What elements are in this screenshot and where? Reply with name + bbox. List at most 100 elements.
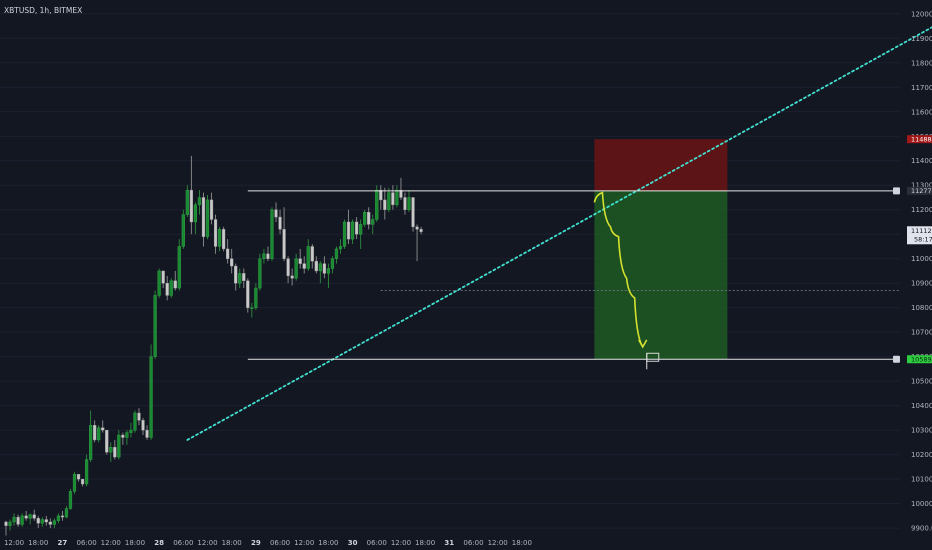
- stop-loss-zone[interactable]: [594, 139, 728, 191]
- bear-candle: [101, 427, 105, 431]
- x-tick-label: 06:00: [463, 539, 483, 547]
- resistance-price-tag-text: 11277.0: [911, 187, 932, 195]
- y-tick-label: 10100.0: [911, 476, 932, 484]
- bear-candle: [242, 273, 246, 281]
- bull-candle: [238, 273, 242, 284]
- bear-candle: [173, 280, 177, 289]
- y-tick-label: 10200.0: [911, 451, 932, 459]
- price-axis[interactable]: 9900.0 10000.0 10100.0 10200.0 10300.0 10400.…: [907, 10, 932, 533]
- y-tick-label: 11900.0: [911, 35, 932, 43]
- bull-candle: [133, 412, 137, 431]
- y-tick-label: 9900.0: [911, 525, 932, 533]
- support-line-handle[interactable]: [893, 355, 900, 363]
- bull-candle: [363, 211, 367, 225]
- bull-candle: [193, 204, 198, 223]
- bear-candle: [246, 280, 250, 308]
- bear-candle: [310, 246, 314, 262]
- x-tick-label: 06:00: [173, 539, 193, 547]
- y-tick-label: 11300.0: [911, 182, 932, 190]
- bear-candle: [391, 192, 395, 206]
- bear-candle: [145, 429, 149, 438]
- bear-candle: [230, 258, 234, 267]
- ascending-trendline[interactable]: [186, 9, 932, 441]
- drawing-lines[interactable]: [186, 9, 932, 441]
- bear-candle: [36, 518, 40, 524]
- bull-candle: [153, 295, 157, 357]
- resistance-line-handle[interactable]: [893, 187, 900, 195]
- projection-arrowhead: [638, 339, 648, 349]
- target-price-tag[interactable]: [907, 355, 932, 364]
- bear-candle: [80, 478, 85, 485]
- x-tick-label: 06:00: [77, 539, 97, 547]
- y-tick-label: 10500.0: [911, 378, 932, 386]
- bull-candle: [52, 520, 56, 525]
- take-profit-zone[interactable]: [594, 190, 728, 360]
- bear-candle: [48, 521, 52, 525]
- bear-candle: [137, 412, 141, 421]
- bull-candle: [89, 425, 93, 460]
- bear-candle: [105, 429, 109, 453]
- y-tick-label: 11400.0: [911, 157, 932, 165]
- countdown-text: 58:17: [914, 235, 932, 243]
- bear-candle: [32, 514, 36, 519]
- bull-candle: [326, 268, 330, 274]
- bull-candle: [318, 263, 322, 272]
- bear-candle: [278, 216, 282, 230]
- x-tick-label: 18:00: [415, 539, 435, 547]
- bear-candle: [226, 248, 230, 259]
- projection-curve: [593, 191, 644, 348]
- bear-candle: [213, 219, 218, 247]
- bull-candle: [72, 474, 77, 492]
- bull-candle: [258, 258, 262, 289]
- bear-candle: [222, 229, 226, 250]
- x-tick-label: 18:00: [512, 539, 532, 547]
- bull-candle: [149, 356, 153, 438]
- x-tick-label: 12:00: [101, 539, 121, 547]
- bear-candle: [314, 260, 318, 272]
- x-tick-label: 28: [154, 539, 164, 547]
- last-price-tag[interactable]: [907, 226, 932, 245]
- bear-candle: [383, 199, 387, 210]
- y-tick-label: 10900.0: [911, 280, 932, 288]
- bear-candle: [121, 434, 125, 438]
- bear-candle: [189, 189, 193, 223]
- y-tick-label: 10300.0: [911, 427, 932, 435]
- bear-candle: [4, 521, 8, 526]
- bull-candle: [342, 221, 347, 247]
- position-zones[interactable]: [594, 139, 728, 360]
- bull-candle: [157, 270, 161, 296]
- x-tick-label: 31: [444, 539, 454, 547]
- bear-candle: [274, 209, 278, 218]
- x-tick-label: 18:00: [125, 539, 145, 547]
- bull-candle: [371, 219, 375, 225]
- bull-candle: [205, 199, 210, 237]
- bull-candle: [306, 246, 310, 269]
- x-tick-label: 18:00: [318, 539, 338, 547]
- bear-candle: [266, 253, 270, 259]
- bull-candle: [84, 459, 89, 485]
- bear-candle: [322, 263, 326, 274]
- x-tick-label: 30: [348, 539, 358, 547]
- resistance-price-tag[interactable]: [907, 186, 932, 195]
- bull-candle: [129, 429, 133, 433]
- bull-candle: [359, 224, 363, 235]
- bull-candle: [330, 258, 335, 269]
- y-tick-label: 10800.0: [911, 304, 932, 312]
- candles: [4, 155, 423, 536]
- x-tick-label: 18:00: [222, 539, 242, 547]
- stop-price-tag[interactable]: [907, 135, 932, 144]
- bull-candle: [109, 447, 113, 453]
- y-tick-label: 11800.0: [911, 59, 932, 67]
- bull-candle: [177, 246, 181, 289]
- time-axis[interactable]: 12:00 18:00 27 06:00 12:00 18:00 28 06:00 12:00 1…: [4, 539, 532, 547]
- bull-candle: [28, 514, 32, 519]
- bear-candle: [60, 515, 65, 518]
- x-tick-label: 27: [58, 539, 68, 547]
- bear-candle: [411, 197, 415, 228]
- y-tick-label: 11200.0: [911, 206, 932, 214]
- bear-candle: [367, 211, 371, 225]
- bear-candle: [290, 275, 294, 279]
